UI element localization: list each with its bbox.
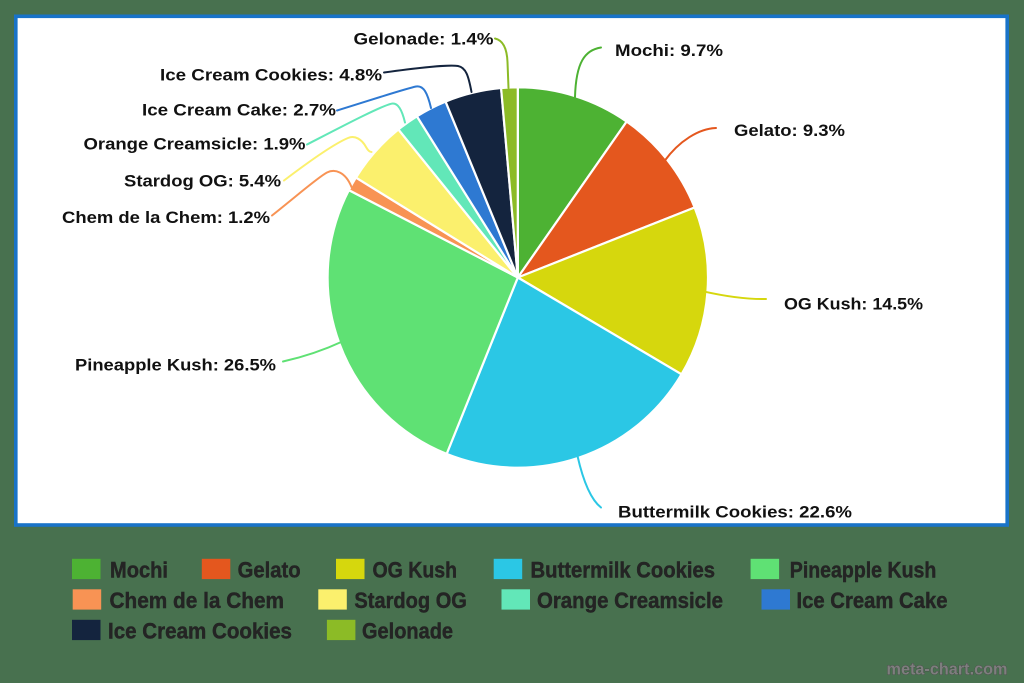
svg-text:Mochi: Mochi	[110, 558, 168, 583]
svg-text:Ice Cream Cookies: Ice Cream Cookies	[108, 619, 292, 644]
svg-text:Pineapple Kush: 26.5%: Pineapple Kush: 26.5%	[75, 356, 276, 375]
svg-text:Buttermilk Cookies: Buttermilk Cookies	[531, 558, 716, 583]
svg-text:Chem de la Chem: Chem de la Chem	[110, 588, 285, 613]
svg-text:Mochi: 9.7%: Mochi: 9.7%	[615, 41, 723, 60]
svg-text:Chem de la Chem: 1.2%: Chem de la Chem: 1.2%	[62, 208, 270, 227]
svg-text:meta-chart.com: meta-chart.com	[887, 660, 1008, 679]
svg-text:Stardog OG: 5.4%: Stardog OG: 5.4%	[124, 172, 281, 191]
svg-text:Gelato: 9.3%: Gelato: 9.3%	[734, 121, 845, 140]
svg-text:OG Kush: OG Kush	[373, 558, 458, 583]
svg-text:OG Kush: 14.5%: OG Kush: 14.5%	[784, 295, 923, 314]
svg-text:Stardog OG: Stardog OG	[354, 588, 467, 613]
svg-text:Ice Cream Cake: 2.7%: Ice Cream Cake: 2.7%	[142, 101, 336, 120]
svg-text:Gelonade: 1.4%: Gelonade: 1.4%	[354, 30, 494, 49]
svg-text:Pineapple Kush: Pineapple Kush	[790, 558, 937, 583]
svg-text:Ice Cream Cookies: 4.8%: Ice Cream Cookies: 4.8%	[160, 66, 382, 85]
svg-text:Gelato: Gelato	[238, 558, 301, 583]
svg-text:Buttermilk Cookies: 22.6%: Buttermilk Cookies: 22.6%	[618, 503, 852, 522]
svg-text:Gelonade: Gelonade	[362, 619, 453, 644]
svg-text:Orange Creamsicle: 1.9%: Orange Creamsicle: 1.9%	[84, 135, 306, 154]
svg-text:Ice Cream Cake: Ice Cream Cake	[797, 588, 948, 613]
svg-text:Orange Creamsicle: Orange Creamsicle	[537, 588, 723, 613]
